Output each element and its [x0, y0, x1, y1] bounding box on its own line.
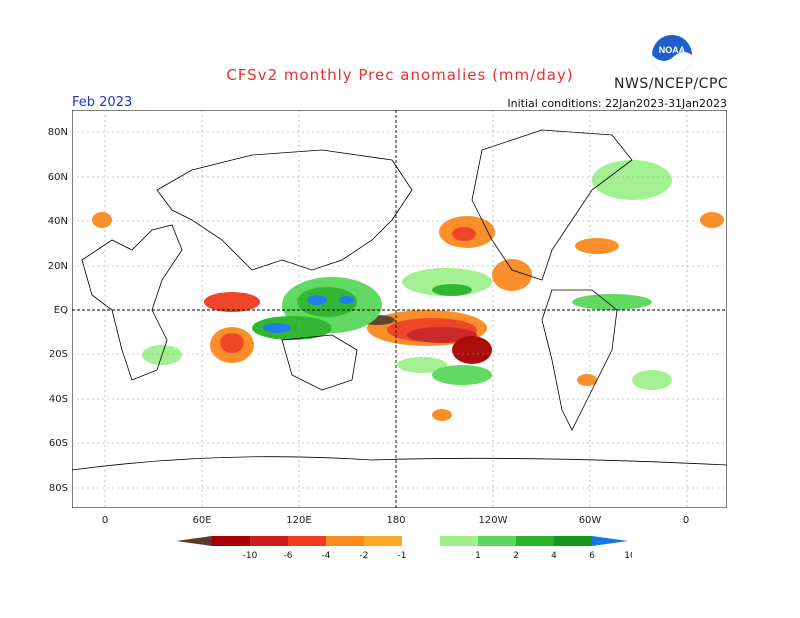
month-label: Feb 2023	[72, 95, 133, 110]
gridlines	[72, 110, 727, 508]
colorbar-swatch	[288, 536, 326, 546]
anomaly-shading	[92, 160, 724, 421]
colorbar-swatch	[478, 536, 516, 546]
equator-dateline	[72, 110, 727, 508]
colorbar-swatch	[326, 536, 364, 546]
colorbar-label: 1	[475, 551, 481, 561]
colorbar-label: 10	[624, 551, 632, 561]
lon-label-60e: 60E	[192, 515, 212, 526]
chart-title: CFSv2 monthly Prec anomalies (mm/day)	[226, 66, 574, 84]
lat-label-20n: 20N	[47, 261, 68, 272]
lon-label-180: 180	[386, 515, 406, 526]
lat-label-60s: 60S	[48, 438, 68, 449]
colorbar-label: 6	[589, 551, 595, 561]
colorbar-label: -10	[243, 551, 258, 561]
colorbar-swatch-min	[176, 536, 212, 546]
lat-label-80n: 80N	[47, 127, 68, 138]
lon-label-0: 0	[101, 515, 109, 526]
lon-label-120e: 120E	[286, 515, 312, 526]
lat-label-80s: 80S	[48, 483, 68, 494]
colorbar-label: 4	[551, 551, 557, 561]
lon-label-60w: 60W	[578, 515, 602, 526]
lon-label-120w: 120W	[478, 515, 508, 526]
colorbar-swatch	[250, 536, 288, 546]
colorbar: -10 -6 -4 -2 -1 1 2 4 6 10	[176, 536, 632, 561]
colorbar-swatch	[212, 536, 250, 546]
colorbar-swatch	[364, 536, 402, 546]
colorbar-label: -4	[322, 551, 331, 561]
initial-conditions-label: Initial conditions: 22Jan2023-31Jan2023	[507, 97, 727, 110]
noaa-logo-text: NOAA	[659, 45, 686, 55]
noaa-logo: NOAA	[651, 34, 693, 76]
colorbar-label: -1	[398, 551, 407, 561]
colorbar-swatch-max	[592, 536, 628, 546]
lat-label-40n: 40N	[47, 216, 68, 227]
colorbar-label: -2	[360, 551, 369, 561]
colorbar-swatch	[402, 536, 440, 546]
agency-label: NWS/NCEP/CPC	[614, 76, 729, 92]
colorbar-label: 2	[513, 551, 519, 561]
lat-label-eq: EQ	[53, 305, 68, 316]
lat-label-20s: 20S	[48, 349, 68, 360]
lat-label-40s: 40S	[48, 394, 68, 405]
precip-anomaly-map	[72, 110, 727, 508]
colorbar-swatch	[516, 536, 554, 546]
lon-label-0-east: 0	[682, 515, 690, 526]
coastlines	[72, 129, 727, 471]
colorbar-swatch	[554, 536, 592, 546]
lat-label-60n: 60N	[47, 172, 68, 183]
colorbar-swatch	[440, 536, 478, 546]
colorbar-label: -6	[284, 551, 293, 561]
